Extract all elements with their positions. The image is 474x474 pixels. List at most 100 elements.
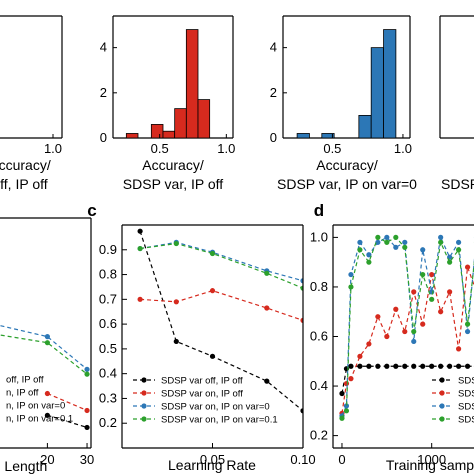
x-axis-label: Accuracy/ bbox=[0, 157, 51, 173]
series-line-1 bbox=[47, 392, 88, 412]
series-line-2 bbox=[0, 324, 88, 370]
series-line-0 bbox=[341, 365, 474, 394]
histogram-bar bbox=[358, 115, 372, 139]
data-point bbox=[420, 363, 426, 369]
data-point bbox=[348, 376, 354, 382]
x-axis-label: Learning Rate bbox=[168, 457, 256, 473]
line-chart-line_d: 0 1000 0.2 0.4 0.6 0.8 1.0 d SDS SDS SDS SDS Trainin… bbox=[310, 201, 474, 473]
data-point bbox=[393, 244, 399, 250]
x-tick-label: 30 bbox=[80, 452, 94, 467]
data-point bbox=[348, 363, 354, 369]
data-point bbox=[464, 328, 471, 335]
x-tick-label: 20 bbox=[40, 452, 54, 467]
data-point bbox=[357, 247, 363, 253]
y-tick-label: 0.2 bbox=[310, 428, 328, 443]
data-point bbox=[393, 363, 399, 369]
histogram-bar bbox=[370, 47, 384, 139]
data-point bbox=[44, 334, 50, 340]
histogram-bar bbox=[174, 108, 187, 139]
x-tick-label: 1000 bbox=[417, 452, 446, 467]
data-point bbox=[375, 314, 381, 320]
x-axis-label: off, IP off bbox=[0, 176, 48, 192]
legend: SDSP var off, IP off SDSP var on, IP off S… bbox=[133, 376, 278, 426]
legend-marker bbox=[141, 377, 147, 383]
y-tick-label: 0.5 bbox=[99, 341, 117, 356]
data-point bbox=[44, 412, 50, 418]
data-point bbox=[438, 363, 444, 369]
series-line-1 bbox=[341, 266, 474, 414]
x-tick-label: 0.10 bbox=[290, 452, 315, 467]
data-point bbox=[420, 321, 426, 327]
data-point bbox=[402, 239, 408, 245]
legend-label: SDS bbox=[458, 376, 474, 387]
legend-label: n, IP on var=0 bbox=[6, 401, 65, 412]
data-point bbox=[173, 338, 179, 345]
y-tick-label: 0.8 bbox=[99, 267, 117, 282]
legend-label: SDSP var on, IP on var=0 bbox=[161, 402, 270, 413]
y-tick-label: 0.6 bbox=[99, 316, 117, 331]
data-point bbox=[464, 264, 471, 270]
data-point bbox=[384, 234, 390, 240]
series-line-3 bbox=[0, 334, 88, 375]
data-point bbox=[456, 346, 462, 352]
data-point bbox=[84, 366, 90, 372]
legend-label: off, IP off bbox=[6, 375, 44, 386]
data-point bbox=[438, 239, 444, 245]
y-tick-label: 4 bbox=[100, 40, 107, 55]
legend-marker bbox=[141, 416, 147, 422]
y-tick-label: 0.8 bbox=[310, 279, 328, 294]
y-tick-label: 1.0 bbox=[310, 229, 328, 244]
legend-label: SDSP var on, IP on var=0.1 bbox=[161, 415, 278, 426]
legend-marker bbox=[439, 390, 445, 396]
data-point bbox=[300, 317, 303, 323]
data-point bbox=[402, 363, 408, 369]
data-point bbox=[84, 371, 90, 377]
data-point bbox=[375, 363, 381, 369]
data-point bbox=[429, 296, 435, 302]
series-line-3 bbox=[140, 242, 303, 289]
data-point bbox=[300, 408, 303, 414]
histogram-bar bbox=[150, 124, 164, 139]
legend-label: n, IP on var=0.1 bbox=[6, 414, 73, 425]
data-point bbox=[411, 363, 417, 369]
y-tick-label: 2 bbox=[100, 85, 107, 100]
data-point bbox=[456, 239, 462, 245]
data-point bbox=[366, 363, 372, 369]
series-line-3 bbox=[341, 236, 474, 419]
data-point bbox=[343, 403, 350, 409]
data-point bbox=[447, 363, 453, 369]
legend: SDS SDS SDS SDS bbox=[432, 376, 474, 426]
data-point bbox=[456, 363, 462, 369]
plot-area bbox=[0, 324, 90, 431]
data-point bbox=[384, 363, 390, 369]
data-point bbox=[339, 415, 345, 421]
data-point bbox=[137, 245, 143, 252]
legend-marker bbox=[439, 416, 445, 422]
x-tick-label: 1.0 bbox=[217, 141, 235, 156]
data-point bbox=[84, 424, 90, 431]
legend-label: SDSP var off, IP off bbox=[161, 376, 243, 387]
data-point bbox=[173, 240, 179, 247]
y-tick-label: 0 bbox=[100, 130, 107, 145]
data-point bbox=[366, 252, 372, 258]
data-point bbox=[264, 378, 270, 384]
data-point bbox=[348, 284, 354, 290]
x-tick-label: 0.05 bbox=[200, 452, 225, 467]
data-point bbox=[339, 390, 345, 397]
data-point bbox=[348, 271, 354, 278]
x-axis-label: Accuracy/ bbox=[316, 157, 378, 173]
data-point bbox=[84, 407, 90, 414]
y-tick-label: 0.7 bbox=[99, 291, 117, 306]
data-point bbox=[366, 259, 372, 265]
data-point bbox=[343, 380, 350, 387]
line-chart-line_b: 20 30 off, IP off n, IP off n, IP on var=0 n,… bbox=[0, 217, 94, 474]
data-point bbox=[464, 321, 471, 327]
y-tick-label: 0.3 bbox=[99, 390, 117, 405]
data-point bbox=[343, 408, 350, 414]
data-point bbox=[375, 234, 381, 240]
panel-letter: c bbox=[87, 201, 96, 220]
data-point bbox=[393, 234, 399, 240]
data-point bbox=[411, 289, 417, 295]
data-point bbox=[137, 296, 143, 302]
